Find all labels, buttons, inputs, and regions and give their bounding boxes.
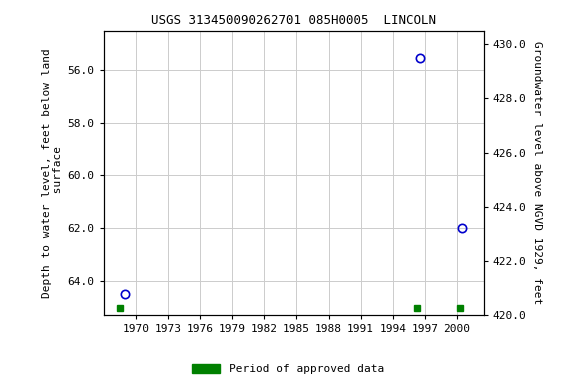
Y-axis label: Groundwater level above NGVD 1929, feet: Groundwater level above NGVD 1929, feet — [532, 41, 542, 305]
Y-axis label: Depth to water level, feet below land
 surface: Depth to water level, feet below land su… — [42, 48, 63, 298]
Title: USGS 313450090262701 085H0005  LINCOLN: USGS 313450090262701 085H0005 LINCOLN — [151, 14, 436, 27]
Legend: Period of approved data: Period of approved data — [188, 359, 388, 379]
